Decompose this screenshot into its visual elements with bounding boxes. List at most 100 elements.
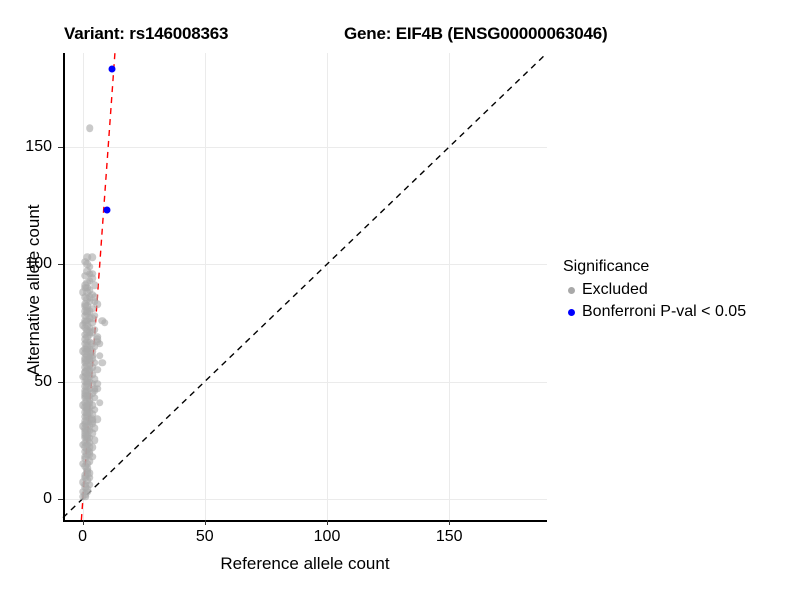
data-point-excluded [81,427,89,435]
gray-dot-icon [563,286,579,294]
legend-item-label: Excluded [582,281,648,298]
data-point-excluded [83,408,92,416]
data-point-excluded [91,424,99,433]
data-point-excluded [88,274,97,283]
data-point-excluded [78,347,87,355]
data-point-excluded [86,481,94,489]
data-point-excluded [88,253,97,261]
data-point-excluded [83,464,92,473]
data-point-excluded [83,260,92,268]
blue-dot-icon [563,308,579,316]
data-point-excluded [83,288,92,297]
data-point-excluded [81,474,89,482]
data-point-excluded [95,398,104,407]
legend-item[interactable]: Bonferroni P-val < 0.05 [563,301,798,323]
y-axis-tick [58,264,63,266]
gridline-horizontal [63,381,547,383]
data-point-excluded [83,377,92,386]
gridline-horizontal [63,264,547,266]
x-axis-tick [449,520,451,525]
data-point-excluded [81,452,89,461]
gridline-horizontal [63,498,547,500]
x-axis-tick [327,520,328,525]
data-point-excluded [83,326,92,334]
data-point-excluded [91,436,99,444]
gridline-horizontal [63,146,547,148]
identity-reference-line [62,52,548,519]
data-point-excluded [81,316,89,325]
data-point-significant [108,65,116,73]
data-point-excluded [86,474,94,482]
data-point-excluded [88,410,97,419]
data-point-excluded [81,492,89,501]
data-point-excluded [81,483,89,491]
data-point-excluded [88,314,97,322]
y-axis-title: Alternative allele count [24,204,43,376]
data-point-excluded [86,366,94,374]
legend-item[interactable]: Excluded [563,279,798,301]
gridline-vertical [204,53,206,520]
regression-fit-line [80,52,116,521]
y-axis-tick-label: 50 [34,372,52,390]
x-axis-tick-label: 0 [78,528,87,545]
y-axis-tick [58,381,63,383]
y-axis-tick-labels: 0 50 100 150 [0,0,52,600]
data-point-excluded [93,380,101,388]
gridline-vertical [327,53,328,520]
y-axis-line [63,53,65,520]
data-point-excluded [86,354,94,362]
data-point-excluded [93,333,101,341]
data-point-excluded [91,394,99,402]
legend-item-label: Bonferroni P-val < 0.05 [582,303,747,320]
data-point-excluded [91,281,99,290]
data-point-excluded [78,401,87,409]
data-point-excluded [78,441,87,449]
legend: Significance Excluded Bonferroni P-val < … [563,258,798,323]
data-point-excluded [91,387,99,395]
data-point-excluded [93,337,101,346]
data-point-excluded [88,319,97,327]
legend-items: Excluded Bonferroni P-val < 0.05 [563,279,798,323]
data-point-excluded [83,307,92,315]
legend-title: Significance [563,258,650,275]
data-point-excluded [78,373,87,381]
gene-title: Gene: EIF4B (ENSG00000063046) [344,24,608,43]
data-point-excluded [83,253,92,261]
data-point-excluded [78,478,87,487]
data-point-excluded [86,398,94,407]
data-point-excluded [93,366,101,374]
data-point-excluded [86,293,94,301]
data-point-excluded [86,450,94,459]
data-point-excluded [86,298,94,306]
data-point-excluded [98,359,106,367]
data-point-excluded [83,403,92,412]
data-point-excluded [78,321,87,329]
data-point-excluded [86,443,94,451]
data-point-excluded [83,469,92,477]
data-point-excluded [81,431,89,440]
x-axis-tick-label: 100 [313,528,341,545]
data-point-excluded [91,298,99,306]
data-point-excluded [91,359,99,367]
variant-title: Variant: rs146008363 [64,24,229,43]
data-point-excluded [88,415,97,423]
y-axis-tick [58,146,63,148]
data-point-excluded [95,351,104,360]
data-point-excluded [88,429,97,437]
data-point-excluded [78,422,87,430]
data-point-excluded [81,312,89,320]
y-axis-tick [58,498,63,500]
x-axis-tick-label: 50 [195,528,214,545]
y-axis-tick-label: 0 [43,489,52,507]
scatter-plot-panel [62,52,548,521]
x-axis-line [63,520,547,522]
data-point-excluded [81,368,89,376]
data-point-excluded [83,344,92,353]
data-point-excluded [88,380,97,388]
data-point-excluded [86,124,94,132]
x-axis-tick [204,520,206,525]
x-axis-title: Reference allele count [220,554,390,573]
data-point-excluded [81,272,89,280]
data-point-excluded [86,269,94,278]
data-point-excluded [91,293,99,301]
